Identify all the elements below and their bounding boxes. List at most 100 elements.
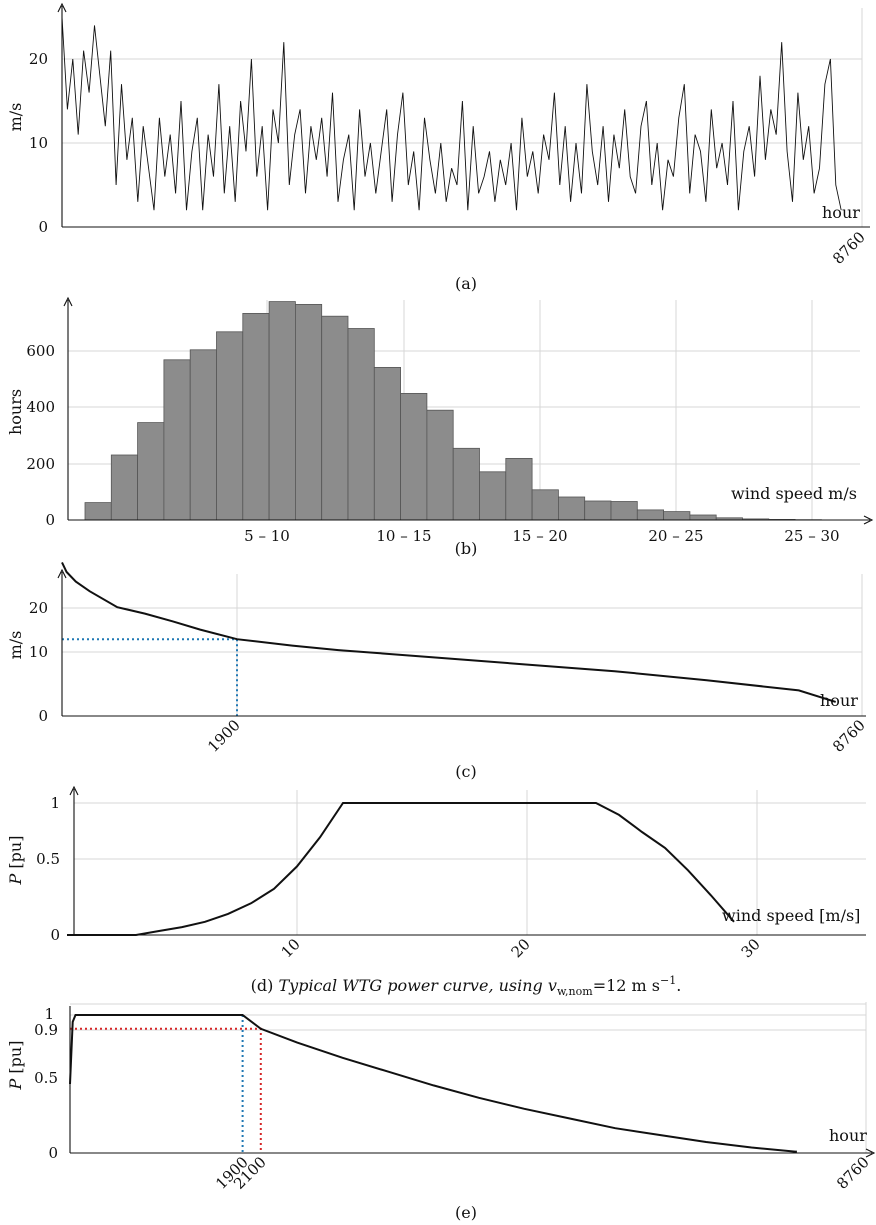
histogram-bar — [558, 496, 586, 521]
panel-e-ytick: 0.5 — [34, 1069, 58, 1087]
panel-c-xtick: 8760 — [829, 716, 869, 756]
panel-d-ytick: 1 — [50, 794, 60, 812]
panel-d-power-curve — [67, 802, 735, 936]
histogram-bar — [110, 454, 139, 521]
histogram-bar — [137, 422, 165, 521]
panel-b-xtick: 10 – 15 — [376, 527, 431, 545]
panel-e-y-label-unit: [pu] — [6, 1041, 25, 1074]
histogram-bar — [452, 447, 480, 521]
panel-c-x-label: hour — [820, 691, 858, 710]
histogram-bar — [294, 303, 323, 521]
panel-d-xtick: 10 — [278, 935, 304, 961]
panel-c-grid — [62, 574, 863, 716]
panel-d-caption-subscript: w,nom — [557, 985, 593, 998]
panel-d-y-label-symbol: P — [6, 873, 25, 885]
panel-b-y-arrow — [63, 296, 73, 307]
panel-a-ytick: 10 — [29, 134, 48, 152]
panel-b: 0 200 400 600 hours wind speed m/s 5 – 1… — [6, 296, 874, 558]
panel-e-ytick: 0.9 — [34, 1021, 58, 1039]
panel-e-power-duration-curve — [69, 1014, 797, 1153]
histogram-bar — [584, 500, 612, 521]
panel-e-caption: (e) — [455, 1203, 477, 1222]
panel-b-x-label: wind speed m/s — [731, 484, 857, 503]
panel-b-ytick: 600 — [26, 342, 55, 360]
panel-e: 0 0.5 0.9 1 P [pu] hour 1900 2100 8760 (… — [6, 1002, 876, 1222]
panel-b-xtick: 15 – 20 — [512, 527, 567, 545]
panel-c-ytick: 0 — [38, 707, 48, 725]
panel-e-y-label-symbol: P — [6, 1078, 25, 1090]
panel-d-caption-text: Typical WTG power curve, using — [278, 976, 542, 995]
histogram-bar — [531, 489, 559, 521]
panel-e-y-label: P [pu] — [6, 1041, 25, 1091]
panel-d-y-label: P [pu] — [6, 836, 25, 886]
histogram-bar — [84, 502, 112, 521]
panel-e-x-arrow — [865, 1148, 876, 1158]
panel-d-x-label: wind speed [m/s] — [722, 906, 860, 925]
panel-e-xtick: 8760 — [833, 1153, 873, 1193]
histogram-bar — [610, 501, 638, 521]
panel-c-ytick: 10 — [29, 643, 48, 661]
histogram-bar — [242, 312, 270, 521]
histogram-bar — [663, 511, 691, 521]
panel-b-ytick: 400 — [26, 398, 55, 416]
panel-c-ytick: 20 — [29, 599, 48, 617]
panel-d-xtick: 30 — [738, 935, 764, 961]
histogram-bar — [400, 392, 428, 521]
histogram-bar — [689, 514, 717, 521]
histogram-bar — [505, 457, 533, 521]
panel-e-ytick: 0 — [48, 1144, 58, 1162]
histogram-bar — [636, 509, 664, 521]
panel-b-caption: (b) — [455, 539, 478, 558]
panel-a: 0 10 20 m/s hour 8760 (a) — [6, 2, 870, 293]
panel-d-caption-eq: =12 m s — [593, 976, 660, 995]
panel-e-ytick: 1 — [44, 1005, 54, 1023]
panel-b-ytick: 0 — [45, 511, 55, 529]
panel-d-caption-end: . — [676, 976, 681, 995]
panel-c-marker-1900 — [62, 638, 238, 716]
panel-a-series-line — [61, 16, 842, 211]
histogram-bar — [321, 315, 349, 521]
panel-c-caption: (c) — [455, 762, 476, 781]
histogram-bar — [479, 471, 507, 521]
panel-d-caption-prefix: (d) — [251, 976, 274, 995]
panel-a-grid — [62, 8, 863, 227]
panel-c-y-arrow — [57, 568, 67, 579]
panel-c-y-label: m/s — [6, 631, 25, 660]
histogram-bar — [163, 359, 191, 521]
panel-b-xtick: 25 – 30 — [784, 527, 839, 545]
panel-a-y-label: m/s — [6, 103, 25, 132]
panel-d-y-label-unit: [pu] — [6, 836, 25, 869]
panel-d-caption-superscript: −1 — [660, 974, 676, 987]
panel-d-ytick: 0.5 — [36, 850, 60, 868]
panel-d-ytick: 0 — [50, 926, 60, 944]
panel-a-y-arrow — [57, 2, 67, 13]
panel-e-grid — [70, 1002, 867, 1153]
panel-b-ytick: 200 — [26, 455, 55, 473]
histogram-bar — [189, 349, 217, 521]
panel-c: 0 10 20 m/s hour 1900 8760 (c) — [6, 561, 869, 781]
panel-b-y-label: hours — [6, 389, 25, 435]
histogram-bar — [373, 366, 401, 521]
panel-b-xtick: 5 – 10 — [244, 527, 290, 545]
panel-d-y-arrow — [69, 785, 79, 796]
panel-a-x-label: hour — [822, 203, 860, 222]
histogram-bar — [268, 301, 296, 521]
histogram-bar — [216, 331, 244, 521]
panel-a-ytick: 20 — [29, 50, 48, 68]
panel-e-marker-2100 — [70, 1027, 262, 1153]
panel-c-xtick: 1900 — [204, 716, 244, 756]
panel-b-xtick: 20 – 25 — [648, 527, 703, 545]
panel-b-bars — [84, 301, 849, 521]
panel-b-x-arrow — [863, 515, 874, 525]
panel-a-caption: (a) — [455, 274, 477, 293]
panel-a-xtick: 8760 — [829, 228, 869, 268]
panel-c-duration-curve — [61, 561, 836, 703]
panel-d-caption: (d) Typical WTG power curve, using vw,no… — [251, 974, 682, 998]
histogram-bar — [347, 328, 375, 521]
histogram-bar — [426, 409, 454, 521]
panel-d-xtick: 20 — [508, 935, 534, 961]
panel-d-caption-symbol: v — [548, 976, 557, 995]
panel-a-ytick: 0 — [38, 218, 48, 236]
panel-e-x-label: hour — [829, 1126, 867, 1145]
